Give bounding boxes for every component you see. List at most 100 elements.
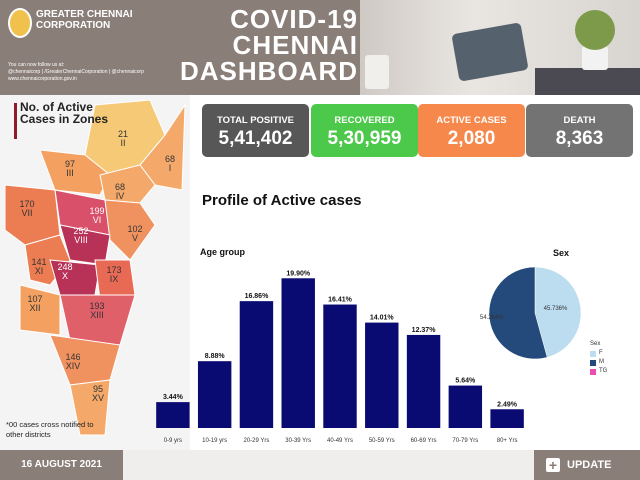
stat-label: DEATH — [563, 115, 596, 126]
age-group-bar-chart: 3.44% 0-9 yrs 8.88% 10-19 yrs 16.86% 20-29 Yr… — [156, 270, 524, 444]
pie-label-f: 45.736% — [544, 306, 568, 312]
pie-slice-m — [488, 266, 548, 360]
bar-category-label-5: 50-59 Yrs — [369, 438, 395, 444]
zone-shape-xii[interactable] — [19, 284, 61, 336]
zone-shape-i[interactable] — [139, 103, 186, 191]
sex-pie-chart: 45.736% 54.264% — [480, 266, 582, 360]
zone-label-iii: 97 III — [64, 159, 75, 178]
pie-slice-f — [534, 266, 582, 358]
bar-value-label-5: 14.01% — [370, 315, 395, 322]
title-line-1: COVID-19 — [230, 4, 358, 34]
header-photo — [360, 0, 640, 95]
legend-item-f: F — [590, 349, 607, 358]
zone-label-i: 68 I — [164, 154, 175, 173]
bar-value-label-6: 12.37% — [412, 327, 437, 334]
zone-label-vi: 199 VI — [89, 206, 105, 225]
zone-label-x: 248 X — [57, 262, 73, 281]
sex-chart-title: Sex — [553, 248, 570, 258]
bar-5 — [365, 322, 399, 428]
legend-item-m: M — [590, 358, 607, 367]
pie-legend: Sex F M TG — [590, 340, 607, 376]
stat-label: RECOVERED — [334, 115, 395, 126]
stat-recovered: RECOVERED 5,30,959 — [311, 104, 418, 157]
plus-icon: + — [546, 458, 560, 472]
stat-value: 2,080 — [447, 128, 496, 149]
update-button[interactable]: + UPDATE — [534, 450, 640, 480]
plant-pot-shape — [582, 46, 608, 70]
legend-swatch-f — [590, 350, 596, 357]
dashboard-title: COVID-19 CHENNAI DASHBOARD — [163, 6, 358, 84]
stat-active: ACTIVE CASES 2,080 — [418, 104, 525, 157]
pie-label-m: 54.264% — [480, 315, 504, 321]
bar-value-label-0: 3.44% — [163, 394, 184, 401]
zone-map — [4, 99, 186, 436]
bar-category-label-1: 10-19 yrs — [202, 438, 227, 444]
zone-shape-v[interactable] — [104, 199, 156, 261]
follow-text: You can now follow us at: — [8, 62, 65, 68]
bar-category-label-4: 40-49 Yrs — [327, 438, 353, 444]
zone-label-ix: 173 IX — [106, 265, 122, 284]
zone-label-ii: 21 II — [117, 129, 128, 148]
bar-category-label-3: 30-39 Yrs — [285, 438, 311, 444]
zone-label-xi: 141 XI — [31, 257, 47, 276]
bar-6 — [406, 334, 441, 428]
age-chart-title: Age group — [200, 247, 245, 257]
bar-4 — [323, 304, 357, 428]
zone-label-viii: 252 VIII — [73, 226, 89, 245]
zone-label-iv: 68 IV — [114, 182, 125, 201]
stat-label: TOTAL POSITIVE — [216, 115, 295, 126]
bar-value-label-7: 5.64% — [455, 378, 476, 385]
zone-shape-iv[interactable] — [99, 164, 156, 204]
legend-item-tg: TG — [590, 367, 607, 376]
zone-label-vii: 170 VII — [19, 199, 35, 218]
zone-label-xiv: 146 XIV — [65, 352, 81, 371]
zone-label-xv: 95 XV — [91, 384, 104, 403]
tablet-shape — [451, 22, 529, 82]
bar-2 — [239, 301, 274, 428]
stat-death: DEATH 8,363 — [526, 104, 633, 157]
update-label: UPDATE — [567, 459, 612, 471]
bar-1 — [197, 361, 232, 428]
bar-value-label-1: 8.88% — [205, 353, 226, 360]
bar-value-label-8: 2.49% — [497, 401, 518, 408]
zone-label-xii: 107 XII — [27, 294, 43, 313]
title-line-3: DASHBOARD — [180, 56, 358, 86]
plant-shape — [575, 10, 615, 50]
legend-swatch-m — [590, 359, 596, 366]
website-link[interactable]: www.chennaicorporation.gov.in — [8, 76, 77, 82]
bar-category-label-6: 60-69 Yrs — [411, 438, 437, 444]
legend-title: Sex — [590, 341, 601, 347]
bar-value-label-2: 16.86% — [245, 293, 270, 300]
footer-date: 16 AUGUST 2021 — [0, 450, 123, 480]
bar-value-label-4: 16.41% — [328, 297, 353, 304]
zone-map-panel: No. of Active Cases in Zones 21 II 68 I 97… — [0, 95, 190, 450]
bar-category-label-8: 80+ Yrs — [497, 438, 518, 444]
bar-category-label-2: 20-29 Yrs — [243, 438, 269, 444]
stat-total-positive: TOTAL POSITIVE 5,41,402 — [202, 104, 309, 157]
bar-value-label-3: 19.90% — [286, 270, 311, 277]
stat-value: 5,41,402 — [218, 128, 293, 149]
map-note: *00 cases cross notified to other distri… — [6, 420, 94, 439]
legend-swatch-tg — [590, 368, 596, 375]
mug-shape — [365, 55, 389, 89]
bar-7 — [448, 385, 483, 428]
profile-title: Profile of Active cases — [202, 192, 362, 209]
bar-3 — [281, 278, 315, 428]
org-name: GREATER CHENNAI CORPORATION — [36, 9, 133, 31]
social-handles[interactable]: @chennaicorp | /GreaterChennaiCorporatio… — [8, 69, 144, 75]
corporation-logo-icon — [8, 8, 32, 38]
stat-label: ACTIVE CASES — [436, 115, 507, 126]
zone-shape-xv[interactable] — [69, 379, 111, 436]
bar-0 — [156, 402, 190, 428]
bar-8 — [490, 409, 524, 428]
bar-category-label-0: 0-9 yrs — [164, 438, 182, 444]
bar-category-label-7: 70-79 Yrs — [452, 438, 478, 444]
map-title-accent — [14, 103, 17, 139]
title-line-2: CHENNAI — [232, 30, 358, 60]
stat-value: 8,363 — [555, 128, 604, 149]
book-shape — [535, 68, 640, 95]
zone-label-v: 102 V — [127, 224, 143, 243]
map-title: No. of Active Cases in Zones — [20, 100, 109, 126]
social-follow: You can now follow us at: @chennaicorp |… — [8, 62, 193, 83]
stat-value: 5,30,959 — [327, 128, 402, 149]
